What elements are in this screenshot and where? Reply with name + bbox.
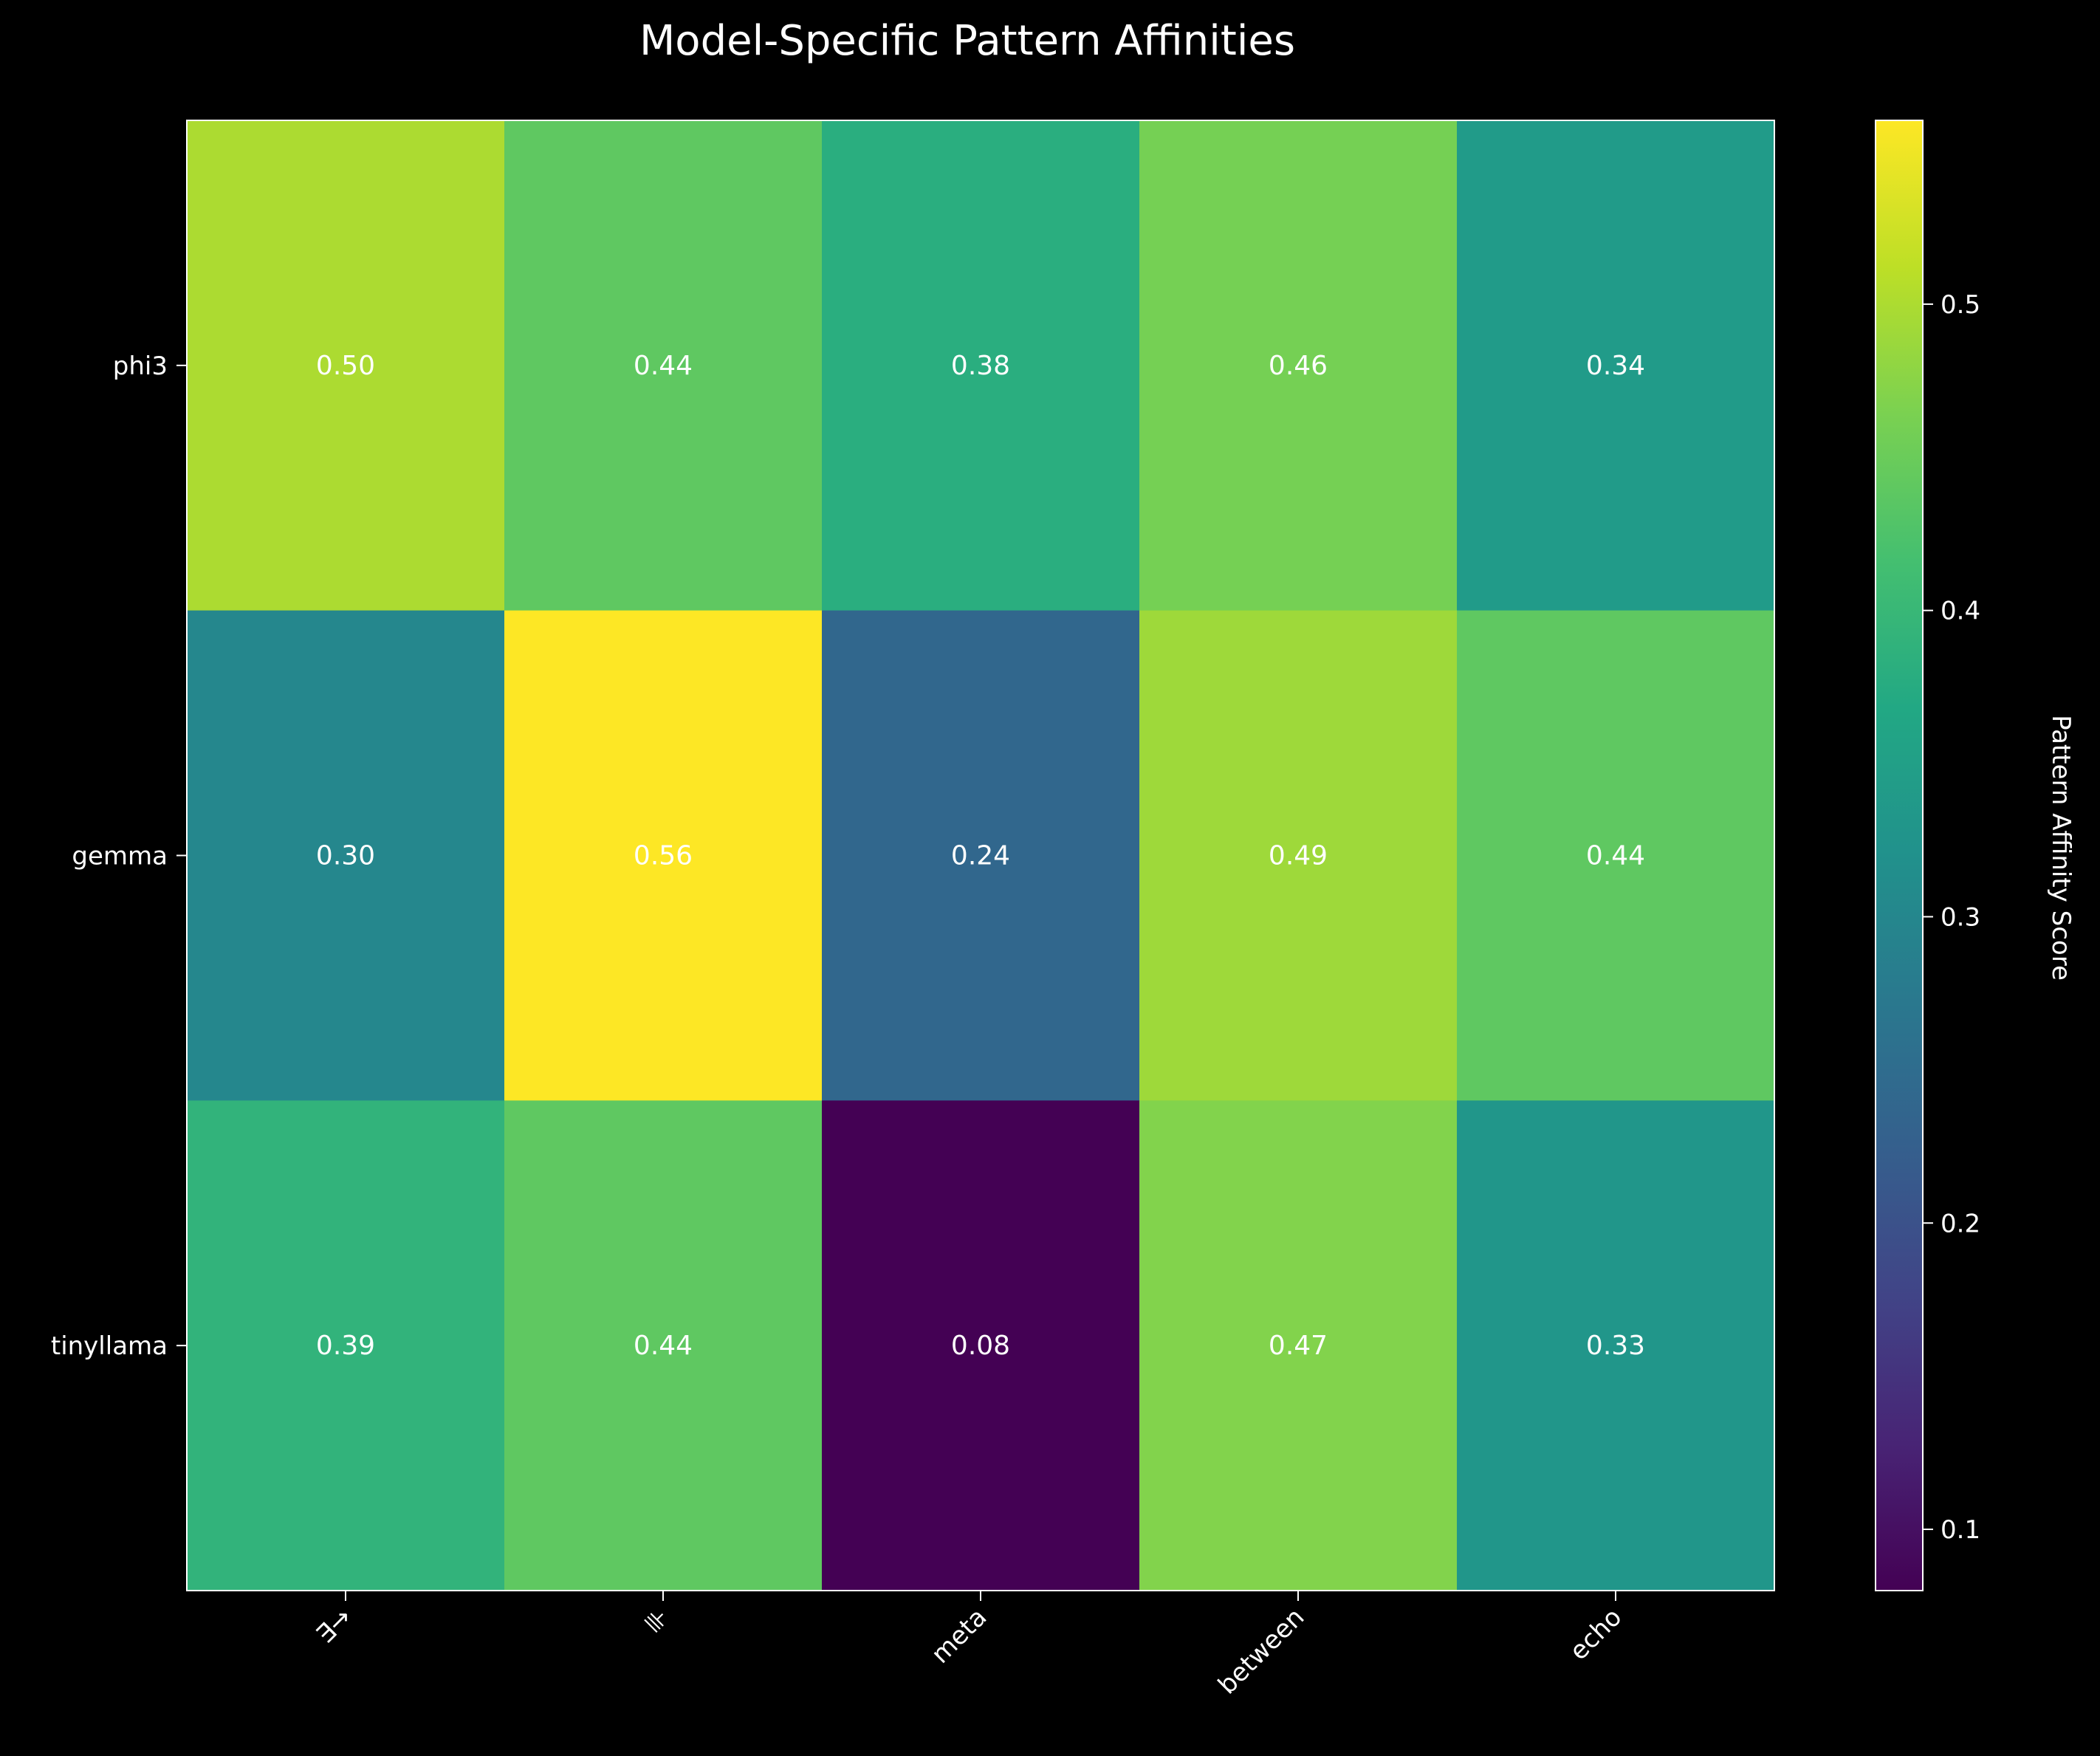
cell-value-label: 0.30 [316, 841, 375, 871]
heatmap-cell [1457, 120, 1775, 611]
cell-value-label: 0.44 [634, 1331, 693, 1361]
cell-value-label: 0.24 [951, 841, 1010, 871]
heatmap-cell [504, 1100, 823, 1591]
heatmap-cell [1139, 610, 1458, 1101]
cell-value-label: 0.34 [1586, 351, 1645, 381]
heatmap-cell [187, 120, 505, 611]
colorbar: 0.1 0.2 0.3 0.4 0.5 [1875, 120, 1980, 1591]
heatmap-cell [1139, 120, 1458, 611]
cell-value-label: 0.56 [634, 841, 693, 871]
cell-value-label: 0.50 [316, 351, 375, 381]
cell-value-label: 0.33 [1586, 1331, 1645, 1361]
heatmap-cells [187, 120, 1775, 1591]
cell-value-label: 0.46 [1269, 351, 1328, 381]
cell-value-label: 0.47 [1269, 1331, 1328, 1361]
colorbar-tick-label: 0.3 [1941, 902, 1980, 932]
heatmap-cell [1139, 1100, 1458, 1591]
colorbar-tick-label: 0.1 [1941, 1515, 1980, 1545]
colorbar-tick-label: 0.4 [1941, 597, 1980, 626]
y-tick-label: gemma [72, 842, 168, 871]
heatmap-cell [822, 610, 1140, 1101]
chart-title: Model-Specific Pattern Affinities [639, 17, 1295, 65]
heatmap-cell [187, 610, 505, 1101]
heatmap-cell-labels: 0.50 0.44 0.38 0.46 0.34 0.30 0.56 0.24 0.49 0.44… [316, 351, 1645, 1361]
heatmap-cell [504, 610, 823, 1101]
cell-value-label: 0.49 [1269, 841, 1328, 871]
colorbar-bar [1875, 120, 1924, 1591]
cell-value-label: 0.44 [634, 351, 693, 381]
colorbar-tick-label: 0.2 [1941, 1209, 1980, 1238]
heatmap-cell [1457, 610, 1775, 1101]
heatmap-cell [822, 1100, 1140, 1591]
heatmap-cell [1457, 1100, 1775, 1591]
y-tick-label: phi3 [113, 351, 168, 381]
heatmap-cell [187, 1100, 505, 1591]
heatmap-cell [504, 120, 823, 611]
heatmap-cell [822, 120, 1140, 611]
colorbar-tick-label: 0.5 [1941, 290, 1980, 320]
colorbar-label: Pattern Affinity Score [2046, 715, 2076, 981]
cell-value-label: 0.39 [316, 1331, 375, 1361]
cell-value-label: 0.44 [1586, 841, 1645, 871]
y-tick-label: tinyllama [51, 1331, 168, 1361]
cell-value-label: 0.38 [951, 351, 1010, 381]
cell-value-label: 0.08 [951, 1331, 1010, 1361]
